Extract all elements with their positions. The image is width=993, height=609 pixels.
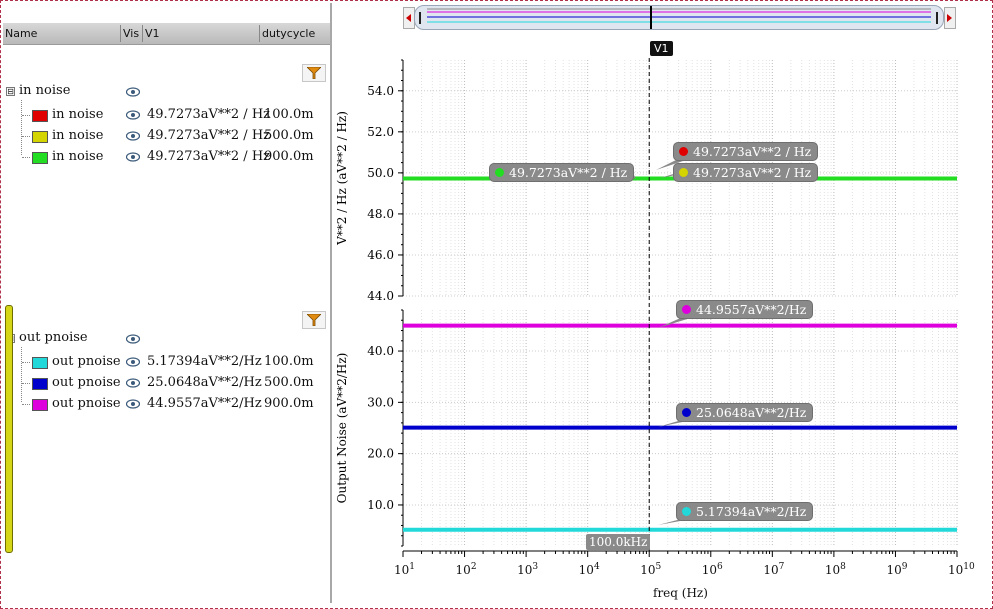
scroll-right-button[interactable] bbox=[944, 7, 956, 29]
filter-icon bbox=[307, 67, 321, 79]
callout-text: 49.7273aV**2 / Hz bbox=[693, 165, 812, 180]
trace-name[interactable]: in noise bbox=[52, 149, 104, 164]
x-tick-label: 105 bbox=[640, 562, 662, 577]
col-name[interactable]: Name bbox=[5, 27, 38, 40]
trace-name[interactable]: out pnoise bbox=[52, 375, 121, 390]
trace-name[interactable]: in noise bbox=[52, 128, 104, 143]
eye-icon[interactable] bbox=[126, 378, 140, 388]
x-tick-label: 106 bbox=[701, 562, 723, 577]
callout-text: 44.9557aV**2/Hz bbox=[696, 302, 807, 317]
filter-icon bbox=[307, 314, 321, 326]
filter-button[interactable] bbox=[302, 311, 326, 329]
x-tick-label: 103 bbox=[517, 562, 539, 577]
marker-value-callout[interactable]: 5.17394aV**2/Hz bbox=[676, 502, 814, 521]
x-tick-label: 102 bbox=[455, 562, 477, 577]
trace-list-panel: Name Vis V1 dutycycle ⊟ in noise in nois… bbox=[3, 3, 332, 603]
eye-icon[interactable] bbox=[126, 334, 140, 344]
marker-value-callout[interactable]: 49.7273aV**2 / Hz bbox=[489, 163, 635, 182]
trace-value: 25.0648aV**2/Hz bbox=[147, 375, 262, 390]
trace-color-dot bbox=[682, 507, 691, 516]
trace-color-swatch[interactable] bbox=[32, 399, 48, 411]
x-tick-label: 101 bbox=[394, 562, 416, 577]
trace-color-dot bbox=[682, 305, 691, 314]
trace-color-swatch[interactable] bbox=[32, 378, 48, 390]
col-dutycycle[interactable]: dutycycle bbox=[262, 27, 316, 40]
x-axis-title: freq (Hz) bbox=[653, 586, 708, 600]
marker-value-callout[interactable]: 49.7273aV**2 / Hz bbox=[673, 142, 819, 161]
marker-v1-tag[interactable]: V1 bbox=[650, 41, 673, 56]
trace-value: 44.9557aV**2/Hz bbox=[147, 396, 262, 411]
trace-color-dot bbox=[682, 408, 691, 417]
marker-value-callout[interactable]: 49.7273aV**2 / Hz bbox=[673, 163, 819, 182]
group-in-noise[interactable]: in noise bbox=[19, 81, 70, 101]
trace-color-swatch[interactable] bbox=[32, 131, 48, 143]
group-collapse-icon[interactable]: ⊟ bbox=[6, 87, 15, 96]
right-arrow-icon bbox=[947, 14, 952, 22]
waveform-panel bbox=[332, 0, 993, 609]
filter-button[interactable] bbox=[302, 64, 326, 82]
x-tick-label: 107 bbox=[763, 562, 785, 577]
callout-text: 49.7273aV**2 / Hz bbox=[693, 144, 812, 159]
x-tick-label: 104 bbox=[578, 562, 600, 577]
x-tick-label: 109 bbox=[886, 562, 908, 577]
callout-text: 49.7273aV**2 / Hz bbox=[509, 165, 628, 180]
left-arrow-icon bbox=[406, 14, 411, 22]
trace-color-swatch[interactable] bbox=[32, 152, 48, 164]
trace-value: 49.7273aV**2 / Hz bbox=[147, 128, 270, 143]
trace-color-dot bbox=[495, 168, 504, 177]
group-label: in noise bbox=[19, 83, 71, 98]
callout-text: 5.17394aV**2/Hz bbox=[696, 504, 807, 519]
marker-freq-readout: 100.0kHz bbox=[586, 534, 651, 550]
col-vis[interactable]: Vis bbox=[123, 27, 140, 40]
group-label: out pnoise bbox=[19, 330, 88, 345]
eye-icon[interactable] bbox=[126, 357, 140, 367]
overview-traces bbox=[419, 6, 938, 29]
table-header: Name Vis V1 dutycycle bbox=[3, 23, 330, 45]
group-out-pnoise[interactable]: out pnoise bbox=[19, 328, 88, 348]
trace-color-dot bbox=[679, 147, 688, 156]
callout-text: 25.0648aV**2/Hz bbox=[696, 405, 807, 420]
eye-icon[interactable] bbox=[126, 110, 140, 120]
x-tick-label: 1010 bbox=[948, 562, 975, 577]
trace-dutycycle: 900.0m bbox=[264, 396, 314, 411]
eye-icon[interactable] bbox=[126, 399, 140, 409]
trace-name[interactable]: out pnoise bbox=[52, 396, 121, 411]
trace-color-swatch[interactable] bbox=[32, 110, 48, 122]
trace-dutycycle: 500.0m bbox=[264, 375, 314, 390]
marker-value-callout[interactable]: 25.0648aV**2/Hz bbox=[676, 403, 814, 422]
trace-dutycycle: 900.0m bbox=[264, 149, 314, 164]
eye-icon[interactable] bbox=[126, 87, 140, 97]
trace-dutycycle: 100.0m bbox=[264, 107, 314, 122]
marker-value-callout[interactable]: 44.9557aV**2/Hz bbox=[676, 300, 814, 319]
overview-scrollbar[interactable] bbox=[414, 5, 944, 30]
vertical-scrollbar[interactable] bbox=[5, 305, 13, 553]
trace-value: 49.7273aV**2 / Hz bbox=[147, 149, 270, 164]
col-v1[interactable]: V1 bbox=[145, 27, 160, 40]
x-tick-label: 108 bbox=[824, 562, 846, 577]
trace-name[interactable]: out pnoise bbox=[52, 354, 121, 369]
trace-dutycycle: 100.0m bbox=[264, 354, 314, 369]
trace-name[interactable]: in noise bbox=[52, 107, 104, 122]
trace-value: 5.17394aV**2/Hz bbox=[147, 354, 262, 369]
eye-icon[interactable] bbox=[126, 131, 140, 141]
trace-color-swatch[interactable] bbox=[32, 357, 48, 369]
trace-color-dot bbox=[679, 168, 688, 177]
trace-value: 49.7273aV**2 / Hz bbox=[147, 107, 270, 122]
trace-dutycycle: 500.0m bbox=[264, 128, 314, 143]
eye-icon[interactable] bbox=[126, 152, 140, 162]
